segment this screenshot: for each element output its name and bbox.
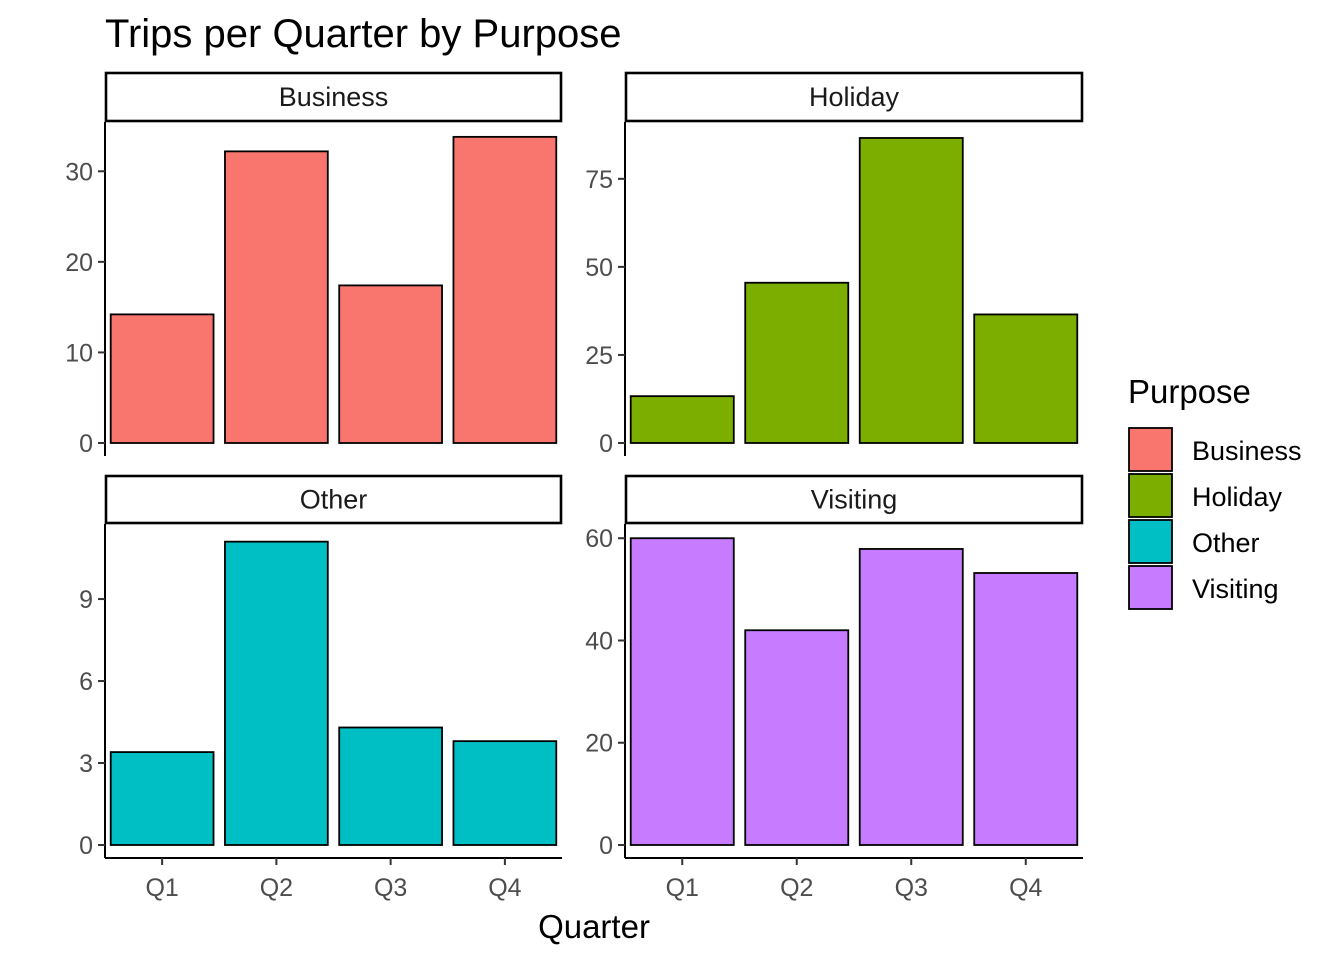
y-tick-label-visiting-20: 20 xyxy=(585,730,613,758)
facet-strip-visiting xyxy=(624,474,1084,525)
bar-other-q2 xyxy=(224,540,329,846)
y-tick-label-business-0: 0 xyxy=(79,430,93,458)
x-tick-label-visiting-q2: Q2 xyxy=(780,874,813,902)
legend-label-other: Other xyxy=(1192,528,1260,558)
bar-holiday-q3 xyxy=(858,137,964,444)
y-tick-label-holiday-25: 25 xyxy=(585,342,613,370)
y-tick-label-other-0: 0 xyxy=(79,832,93,860)
facet-visiting: Visiting 0 20 40 60 Q1 Q2 Q3 Q4 xyxy=(585,474,1084,902)
legend: Purpose Business Holiday Other Visiting xyxy=(1128,373,1302,610)
bar-other-q1 xyxy=(109,751,215,846)
y-tick-label-holiday-50: 50 xyxy=(585,254,613,282)
legend-key-visiting xyxy=(1128,565,1173,610)
facet-strip-label-holiday: Holiday xyxy=(809,82,900,112)
legend-label-visiting: Visiting xyxy=(1192,574,1279,604)
bar-business-q3 xyxy=(338,284,443,444)
bar-business-q2 xyxy=(224,150,329,444)
y-tick-label-visiting-60: 60 xyxy=(585,525,613,553)
facet-business: Business 0 10 20 30 xyxy=(65,71,563,458)
bar-visiting-q4 xyxy=(973,572,1079,846)
facet-strip-label-visiting: Visiting xyxy=(811,485,898,515)
y-tick-label-visiting-40: 40 xyxy=(585,627,613,655)
bar-holiday-q4 xyxy=(973,313,1079,444)
bar-holiday-q2 xyxy=(744,281,850,444)
x-tick-label-visiting-q3: Q3 xyxy=(895,874,928,902)
x-tick-label-visiting-q1: Q1 xyxy=(666,874,699,902)
x-tick-label-other-q3: Q3 xyxy=(374,874,407,902)
facet-holiday: Holiday 0 25 50 75 xyxy=(585,71,1084,458)
legend-key-other xyxy=(1128,519,1173,564)
bar-visiting-q3 xyxy=(858,548,964,846)
bar-other-q3 xyxy=(338,726,443,846)
chart-title: Trips per Quarter by Purpose xyxy=(105,12,622,56)
legend-label-holiday: Holiday xyxy=(1192,482,1283,512)
legend-title: Purpose xyxy=(1128,373,1251,410)
bar-business-q4 xyxy=(452,135,558,444)
bar-business-q1 xyxy=(109,313,215,444)
y-tick-label-business-30: 30 xyxy=(65,158,93,186)
x-tick-label-other-q1: Q1 xyxy=(145,874,178,902)
y-tick-label-business-10: 10 xyxy=(65,339,93,367)
legend-key-business xyxy=(1128,427,1173,472)
legend-key-holiday xyxy=(1128,473,1173,518)
y-tick-label-other-9: 9 xyxy=(79,586,93,614)
facet-strip-other xyxy=(104,474,563,525)
facet-strip-label-other: Other xyxy=(300,485,368,515)
facet-panels: Business 0 10 20 30 Holiday 0 25 50 75 Other 0 3 6 9 Q1… xyxy=(65,71,1084,902)
bar-holiday-q1 xyxy=(629,395,735,444)
facet-strip-business xyxy=(104,71,563,123)
bar-visiting-q2 xyxy=(744,629,850,846)
facet-other: Other 0 3 6 9 Q1 Q2 Q3 Q4 xyxy=(79,474,563,902)
y-tick-label-business-20: 20 xyxy=(65,249,93,277)
legend-items: Business Holiday Other Visiting xyxy=(1128,427,1302,610)
y-tick-label-other-3: 3 xyxy=(79,750,93,778)
bar-other-q4 xyxy=(452,740,558,846)
x-tick-label-other-q4: Q4 xyxy=(488,874,521,902)
facet-strip-holiday xyxy=(624,71,1084,123)
y-tick-label-holiday-75: 75 xyxy=(585,166,613,194)
y-tick-label-other-6: 6 xyxy=(79,668,93,696)
x-tick-label-other-q2: Q2 xyxy=(260,874,293,902)
y-tick-label-visiting-0: 0 xyxy=(599,832,613,860)
x-axis-title: Quarter xyxy=(538,908,650,945)
x-tick-label-visiting-q4: Q4 xyxy=(1009,874,1042,902)
bar-visiting-q1 xyxy=(629,537,735,846)
legend-label-business: Business xyxy=(1192,436,1302,466)
facet-strip-label-business: Business xyxy=(279,82,389,112)
y-tick-label-holiday-0: 0 xyxy=(599,430,613,458)
